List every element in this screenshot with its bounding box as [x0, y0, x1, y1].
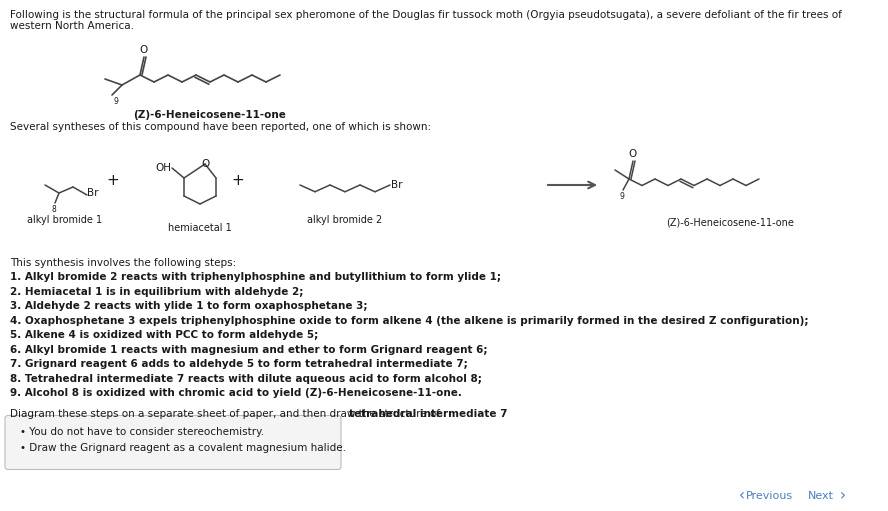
Text: This synthesis involves the following steps:: This synthesis involves the following st… [10, 258, 236, 268]
Text: Previous: Previous [746, 491, 793, 501]
Text: • Draw the Grignard reagent as a covalent magnesium halide.: • Draw the Grignard reagent as a covalen… [20, 443, 346, 453]
Text: +: + [232, 173, 244, 188]
Text: Several syntheses of this compound have been reported, one of which is shown:: Several syntheses of this compound have … [10, 122, 432, 132]
Text: Diagram these steps on a separate sheet of paper, and then draw the structure of: Diagram these steps on a separate sheet … [10, 408, 443, 419]
Text: 2. Hemiacetal 1 is in equilibrium with aldehyde 2;: 2. Hemiacetal 1 is in equilibrium with a… [10, 287, 304, 296]
Text: alkyl bromide 1: alkyl bromide 1 [28, 215, 102, 225]
Text: 9. Alcohol 8 is oxidized with chromic acid to yield (Z)-6-Heneicosene-11-one.: 9. Alcohol 8 is oxidized with chromic ac… [10, 388, 462, 398]
Text: ›: › [840, 489, 846, 503]
Text: 3. Aldehyde 2 reacts with ylide 1 to form oxaphosphetane 3;: 3. Aldehyde 2 reacts with ylide 1 to for… [10, 301, 368, 311]
Text: +: + [107, 173, 119, 188]
Text: tetrahedral intermediate 7: tetrahedral intermediate 7 [349, 408, 507, 419]
Text: ‹: ‹ [739, 489, 745, 503]
Text: O: O [628, 149, 636, 159]
Text: OH: OH [155, 163, 171, 173]
Text: (Z)-6-Heneicosene-11-one: (Z)-6-Heneicosene-11-one [133, 110, 287, 120]
Text: 4. Oxaphosphetane 3 expels triphenylphosphine oxide to form alkene 4 (the alkene: 4. Oxaphosphetane 3 expels triphenylphos… [10, 315, 808, 326]
FancyBboxPatch shape [5, 415, 341, 470]
Text: Br: Br [87, 188, 99, 198]
Text: 7. Grignard reagent 6 adds to aldehyde 5 to form tetrahedral intermediate 7;: 7. Grignard reagent 6 adds to aldehyde 5… [10, 359, 468, 369]
Text: 8: 8 [52, 205, 56, 214]
Text: 8. Tetrahedral intermediate 7 reacts with dilute aqueous acid to form alcohol 8;: 8. Tetrahedral intermediate 7 reacts wit… [10, 374, 482, 383]
Text: 1. Alkyl bromide 2 reacts with triphenylphosphine and butyllithium to form ylide: 1. Alkyl bromide 2 reacts with triphenyl… [10, 272, 501, 282]
Text: 9: 9 [620, 192, 624, 201]
Text: hemiacetal 1: hemiacetal 1 [168, 223, 232, 233]
Text: Next: Next [808, 491, 834, 501]
Text: O: O [201, 159, 210, 169]
Text: Following is the structural formula of the principal sex pheromone of the Dougla: Following is the structural formula of t… [10, 10, 842, 20]
Text: 9: 9 [113, 97, 118, 106]
Text: (Z)-6-Heneicosene-11-one: (Z)-6-Heneicosene-11-one [666, 217, 794, 227]
Text: western North America.: western North America. [10, 21, 134, 31]
Text: 5. Alkene 4 is oxidized with PCC to form aldehyde 5;: 5. Alkene 4 is oxidized with PCC to form… [10, 330, 318, 340]
Text: • You do not have to consider stereochemistry.: • You do not have to consider stereochem… [20, 427, 264, 436]
Text: .: . [467, 408, 471, 419]
Text: 6. Alkyl bromide 1 reacts with magnesium and ether to form Grignard reagent 6;: 6. Alkyl bromide 1 reacts with magnesium… [10, 344, 488, 355]
Text: O: O [139, 45, 147, 55]
Text: alkyl bromide 2: alkyl bromide 2 [307, 215, 383, 225]
Text: Br: Br [391, 180, 402, 190]
